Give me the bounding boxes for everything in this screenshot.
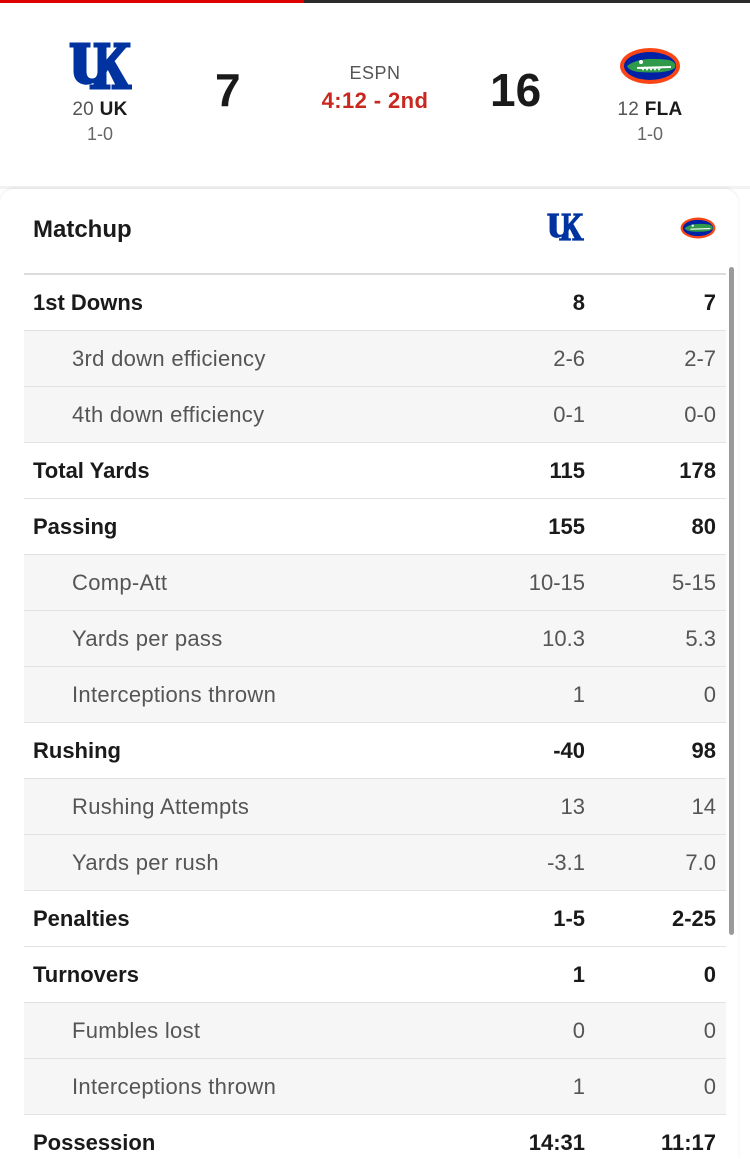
stat-away-value: 1 <box>572 1074 585 1099</box>
stat-away-value: 10-15 <box>528 570 585 595</box>
stat-row: 3rd down efficiency 2-6 2-7 <box>24 331 726 387</box>
stat-home-value: 11:17 <box>660 1130 716 1155</box>
stat-label: 3rd down efficiency <box>72 346 266 371</box>
home-team[interactable]: 12 FLA 1-0 <box>580 39 720 145</box>
kentucky-logo-icon <box>30 39 170 93</box>
stat-label: Comp-Att <box>72 570 168 595</box>
stat-home-value: 178 <box>679 458 716 483</box>
stat-row: Interceptions thrown 1 0 <box>24 667 726 723</box>
section-divider <box>0 186 750 189</box>
stat-label: Possession <box>33 1130 156 1155</box>
stat-label: Passing <box>33 514 118 539</box>
away-score: 7 <box>215 64 241 116</box>
stat-label: Total Yards <box>33 458 150 483</box>
stat-label: 4th down efficiency <box>72 402 265 427</box>
stat-row: 1st Downs 8 7 <box>24 275 726 331</box>
stat-away-value: 13 <box>560 794 585 819</box>
stat-label: Rushing Attempts <box>72 794 250 819</box>
stat-home-value: 7 <box>703 290 716 315</box>
game-clock: 4:12 - 2nd <box>321 88 429 113</box>
stat-home-value: 0-0 <box>684 402 716 427</box>
matchup-title: Matchup <box>33 216 132 243</box>
stat-away-value: 8 <box>572 290 585 315</box>
florida-column-icon <box>680 216 716 245</box>
top-progress-accent <box>0 0 304 3</box>
stat-table: 1st Downs 8 7 3rd down efficiency 2-6 2-7 4th … <box>24 275 726 1159</box>
stat-row: Yards per pass 10.3 5.3 <box>24 611 726 667</box>
stat-away-value: 0-1 <box>553 402 585 427</box>
stat-label: Penalties <box>33 906 130 931</box>
stat-row: Rushing -40 98 <box>24 723 726 779</box>
stat-label: Yards per pass <box>72 626 223 651</box>
stat-home-value: 5-15 <box>671 570 716 595</box>
stat-home-value: 14 <box>691 794 716 819</box>
stat-home-value: 0 <box>703 1074 716 1099</box>
stat-home-value: 2-7 <box>684 346 716 371</box>
stat-label: Interceptions thrown <box>72 1074 277 1099</box>
matchup-card: Matchup 1st Downs 8 7 3rd down efficiency 2-… <box>0 189 738 1159</box>
tv-network: ESPN <box>349 63 401 83</box>
stat-away-value: 2-6 <box>553 346 585 371</box>
stat-row: Total Yards 115 178 <box>24 443 726 499</box>
scrollbar[interactable] <box>729 267 734 935</box>
stat-row: Penalties 1-5 2-25 <box>24 891 726 947</box>
stat-away-value: 0 <box>572 1018 585 1043</box>
stat-label: Turnovers <box>33 962 139 987</box>
stat-away-value: 1 <box>572 962 585 987</box>
stat-away-value: 115 <box>549 458 586 483</box>
stat-row: Possession 14:31 11:17 <box>24 1115 726 1159</box>
stat-home-value: 80 <box>691 514 716 539</box>
away-rank: 20 <box>72 99 95 120</box>
stat-label: Yards per rush <box>72 850 219 875</box>
stat-home-value: 2-25 <box>671 906 716 931</box>
stat-row: Interceptions thrown 1 0 <box>24 1059 726 1115</box>
stat-home-value: 5.3 <box>685 626 716 651</box>
florida-gator-logo-icon <box>580 39 720 93</box>
stat-home-value: 98 <box>691 738 716 763</box>
stat-row: Passing 155 80 <box>24 499 726 555</box>
stat-row: Turnovers 1 0 <box>24 947 726 1003</box>
matchup-header: Matchup <box>24 189 726 275</box>
stat-label: 1st Downs <box>33 290 144 315</box>
stat-home-value: 0 <box>703 962 716 987</box>
stat-home-value: 0 <box>703 1018 716 1043</box>
away-team[interactable]: 20 UK 1-0 <box>30 39 170 145</box>
home-score: 16 <box>490 64 542 116</box>
stat-label: Interceptions thrown <box>72 682 277 707</box>
away-abbr: UK <box>99 99 128 120</box>
stat-away-value: 1 <box>572 682 585 707</box>
stat-row: Comp-Att 10-15 5-15 <box>24 555 726 611</box>
game-status: ESPN 4:12 - 2nd <box>275 63 475 114</box>
kentucky-column-icon <box>546 211 584 248</box>
top-progress-bar <box>0 0 750 3</box>
stat-away-value: 1-5 <box>553 906 585 931</box>
stat-away-value: -3.1 <box>547 850 585 875</box>
stat-label: Rushing <box>33 738 121 763</box>
stat-home-value: 0 <box>703 682 716 707</box>
stat-row: Rushing Attempts 13 14 <box>24 779 726 835</box>
stat-label: Fumbles lost <box>72 1018 201 1043</box>
home-record: 1-0 <box>636 124 663 144</box>
stat-home-value: 7.0 <box>685 850 716 875</box>
stat-away-value: 10.3 <box>542 626 585 651</box>
stat-row: 4th down efficiency 0-1 0-0 <box>24 387 726 443</box>
home-abbr: FLA <box>644 99 683 120</box>
scoreboard[interactable]: 20 UK 1-0 7 ESPN 4:12 - 2nd 16 12 FLA 1-… <box>0 3 750 186</box>
stat-row: Fumbles lost 0 0 <box>24 1003 726 1059</box>
stat-away-value: -40 <box>553 738 585 763</box>
home-rank: 12 <box>617 99 640 120</box>
stat-away-value: 155 <box>548 514 585 539</box>
away-record: 1-0 <box>86 124 113 144</box>
stat-away-value: 14:31 <box>528 1130 585 1155</box>
stat-row: Yards per rush -3.1 7.0 <box>24 835 726 891</box>
